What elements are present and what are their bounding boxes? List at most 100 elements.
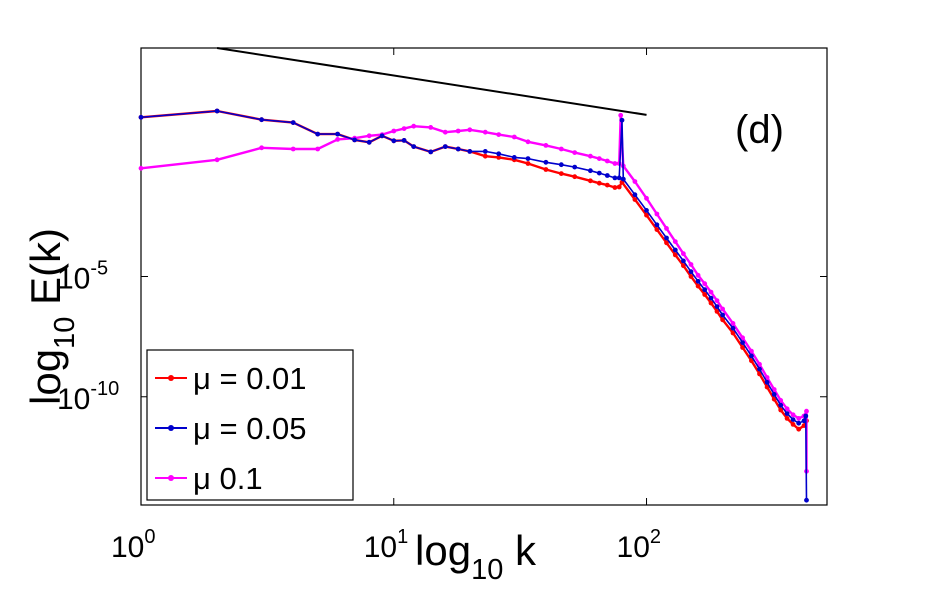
series-1-point-37 (695, 278, 701, 284)
series-1 (138, 108, 809, 503)
series-2-point-17 (496, 132, 502, 138)
series-1-point-21 (558, 162, 564, 168)
series-2-point-18 (511, 134, 517, 140)
series-0-point-36 (695, 283, 701, 289)
series-1-point-42 (730, 325, 736, 331)
legend-label-1: μ = 0.05 (193, 411, 307, 446)
series-2-point-21 (558, 146, 564, 152)
series-0-point-26 (612, 185, 618, 190)
series-1-point-35 (681, 258, 686, 264)
series-1-point-41 (720, 312, 725, 318)
series-2-point-53 (804, 408, 809, 414)
series-2-point-48 (778, 398, 784, 403)
series-1-point-31 (644, 208, 649, 213)
panel-label: (d) (735, 108, 784, 152)
series-1-point-43 (740, 340, 745, 345)
series-1-point-26 (612, 175, 618, 181)
series-2-point-36 (688, 262, 694, 267)
series-0-point-17 (496, 155, 502, 160)
series-1-point-19 (525, 156, 531, 162)
series-1-point-4 (315, 131, 321, 137)
series-2-point-41 (720, 306, 725, 312)
x-tick-label-0: 100 (111, 526, 156, 564)
x-tick-label-2: 102 (617, 526, 662, 564)
series-2-point-12 (428, 125, 434, 130)
series-0-point-23 (588, 178, 593, 184)
series-1-point-11 (411, 144, 417, 150)
series-2-point-37 (695, 272, 701, 278)
series-1-point-33 (664, 235, 669, 241)
series-2-point-35 (681, 251, 686, 257)
series-0-point-31 (654, 227, 660, 233)
series-0-point-20 (543, 167, 549, 172)
series-1-point-0 (138, 114, 144, 120)
series-1-point-13 (442, 144, 448, 150)
series-1-point-7 (366, 139, 372, 145)
series-0-point-22 (572, 174, 578, 180)
series-1-point-49 (784, 411, 790, 416)
series-0-point-50 (796, 426, 802, 432)
series-2-point-38 (702, 281, 708, 287)
x-tick-label-1: 101 (364, 526, 409, 564)
series-1-point-53 (803, 413, 809, 419)
series-1-point-22 (572, 164, 578, 170)
y-axis-title-group: log10 E(k) (22, 228, 81, 405)
series-0-point-21 (558, 171, 564, 177)
series-0-point-30 (644, 212, 649, 218)
series-1-point-36 (688, 269, 694, 275)
series-0-point-47 (778, 407, 784, 413)
series-2-point-31 (644, 195, 649, 201)
series-2-point-2 (259, 145, 264, 151)
series-2-point-16 (482, 129, 488, 135)
series-1-point-24 (596, 170, 602, 176)
series-1-point-30 (632, 192, 638, 198)
series-1-point-1 (214, 108, 220, 114)
series-2-point-49 (784, 406, 790, 412)
series-2-point-30 (632, 179, 638, 184)
series-1-point-50 (790, 417, 796, 422)
series-2-point-24 (596, 156, 602, 162)
series-2-point-11 (411, 123, 417, 129)
series-0-point-42 (740, 345, 745, 350)
series-1-point-2 (259, 117, 264, 123)
series-1-point-28 (619, 117, 625, 123)
series-2-point-33 (664, 226, 669, 231)
series-1-point-39 (708, 295, 714, 301)
series-1-point-8 (379, 133, 385, 139)
series-2-point-0 (138, 165, 144, 171)
series-2-point-1 (214, 157, 220, 163)
series-1-point-29 (620, 176, 626, 182)
series-0-point-49 (790, 422, 796, 427)
series-2-point-23 (588, 153, 593, 159)
series-1-point-12 (428, 149, 434, 155)
series-1-point-40 (714, 304, 720, 309)
series-2-point-9 (391, 128, 397, 134)
series-2-point-14 (455, 128, 461, 134)
series-2-point-5 (335, 137, 340, 142)
series-0-point-37 (702, 292, 708, 297)
series-1-point-3 (290, 120, 296, 125)
series-1-point-20 (543, 159, 549, 165)
series-1-point-25 (604, 173, 610, 178)
series-1-point-6 (352, 137, 357, 143)
series-2-point-32 (654, 211, 660, 217)
series-1-point-23 (588, 168, 593, 174)
series-0-point-46 (771, 396, 777, 402)
series-0-point-48 (784, 416, 790, 421)
legend-marker-1 (168, 425, 174, 431)
series-2-point-50 (790, 412, 796, 418)
series-2-point-13 (442, 129, 448, 135)
series-2-point-22 (572, 150, 578, 156)
series-0-point-34 (681, 263, 686, 269)
series-1-point-47 (771, 392, 777, 397)
series-1-point-15 (467, 149, 473, 154)
axis-ticks: 100 101 102 10-5 10-10 (57, 48, 827, 564)
series-0-point-38 (708, 300, 714, 306)
series-1-point-38 (702, 287, 708, 293)
series-1-point-54 (804, 497, 809, 503)
series-1-point-27 (616, 175, 622, 181)
series-group (138, 108, 809, 503)
series-1-point-52 (801, 418, 807, 424)
legend: μ = 0.01 μ = 0.05 μ 0.1 (146, 349, 354, 501)
series-0-point-41 (730, 330, 736, 336)
